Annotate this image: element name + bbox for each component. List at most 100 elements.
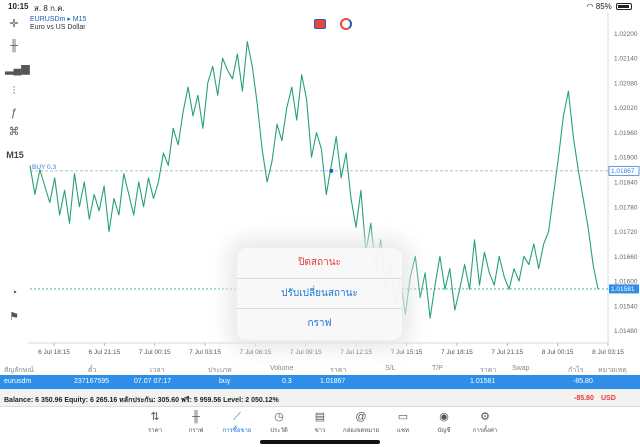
col-type: ประเภท xyxy=(208,367,232,374)
timeframe-button[interactable]: M15 xyxy=(6,150,24,160)
col-price: ราคา xyxy=(330,367,347,374)
y-tick-label: 1.01480 xyxy=(614,328,638,335)
home-indicator xyxy=(260,440,380,444)
tab-account[interactable]: ◉ บัญชี xyxy=(424,409,464,435)
status-bar: 10:15 ส. 8 ก.ค. ◠ 85% xyxy=(0,0,640,13)
tab-label: บัญชี xyxy=(437,428,451,434)
tab-news[interactable]: ▤ ข่าว xyxy=(300,409,340,435)
chart-icon: ╫ xyxy=(192,411,200,423)
trade-icon: ⟋ xyxy=(233,411,241,423)
cell-volume: 0.3 xyxy=(282,378,292,385)
y-tick-label: 1.01660 xyxy=(614,254,638,261)
chart-title: EURUSDm ▸ M15 xyxy=(30,16,87,23)
battery-label: 85% xyxy=(595,2,612,11)
col-sl: S/L xyxy=(385,365,396,372)
mail-icon: @ xyxy=(355,411,367,423)
account-summary: Balance: 6 350.96 Equity: 6 265.16 หลักป… xyxy=(0,389,640,407)
cell-current-price: 1.01581 xyxy=(470,378,496,385)
y-tick-label: 1.01600 xyxy=(614,279,638,286)
function-icon[interactable]: ƒ xyxy=(10,107,18,119)
tab-label: ประวัติ xyxy=(270,428,288,434)
tab-label: ราคา xyxy=(148,428,162,434)
flag-icon[interactable]: ⚑ xyxy=(9,311,19,323)
tab-chart[interactable]: ╫ กราฟ xyxy=(176,409,216,435)
news-icon: ▤ xyxy=(314,411,326,423)
tab-label: การซื้อขาย xyxy=(222,428,252,434)
bid-price-tag xyxy=(609,284,639,294)
candles-icon[interactable]: ╫ xyxy=(10,40,18,52)
tab-history[interactable]: ◷ ประวัติ xyxy=(259,409,299,435)
balance-text: Balance: 6 350.96 Equity: 6 265.16 หลักป… xyxy=(4,397,279,404)
col-time: เวลา xyxy=(150,367,165,374)
chart-symbol: EURUSDm xyxy=(30,16,66,23)
positions-table-header: สัญลักษณ์ ตั๋ว เวลา ประเภท Volume ราคา S… xyxy=(0,362,640,375)
cell-time: 07.07 07:17 xyxy=(134,378,171,385)
total-profit: -85.80 xyxy=(574,395,594,402)
y-tick-label: 1.01840 xyxy=(614,180,638,187)
currency-label: USD xyxy=(601,395,616,402)
modify-position-button[interactable]: ปรับเปลี่ยนสถานะ xyxy=(237,279,402,310)
chat-icon: ▭ xyxy=(397,411,409,423)
settings-sliders-icon[interactable]: ⫶ xyxy=(12,85,16,97)
tab-quotes[interactable]: ⇅ ราคา xyxy=(135,409,175,435)
one-click-trading-icon[interactable] xyxy=(314,19,326,29)
col-swap: Swap xyxy=(512,365,530,372)
x-tick-label: 7 Jul 21:15 xyxy=(491,349,523,356)
y-tick-label: 1.01960 xyxy=(614,130,638,137)
y-tick-label: 1.01900 xyxy=(614,155,638,162)
x-tick-label: 6 Jul 21:15 xyxy=(88,349,120,356)
col-ticket: ตั๋ว xyxy=(88,367,97,374)
battery-icon xyxy=(616,3,632,11)
y-tick-label: 1.01780 xyxy=(614,204,638,211)
chart-toolbar: ✛ ╫ ▂▄▆ ⫶ ƒ ⌘ M15 ◔ ⚑ xyxy=(0,13,30,343)
col-current-price: ราคา xyxy=(480,367,497,374)
x-tick-label: 7 Jul 09:15 xyxy=(290,349,322,356)
wifi-icon: ◠ xyxy=(586,2,594,11)
trade-signal-icon[interactable] xyxy=(340,18,352,30)
entry-point-marker[interactable] xyxy=(329,168,334,173)
tab-mailbox[interactable]: @ กล่องจดหมาย xyxy=(341,409,381,435)
x-tick-label: 7 Jul 03:15 xyxy=(189,349,221,356)
y-tick-label: 1.02020 xyxy=(614,105,638,112)
price-series-line xyxy=(29,41,599,319)
cell-price: 1.01867 xyxy=(320,378,346,385)
y-tick-label: 1.01540 xyxy=(614,303,638,310)
indicators-icon[interactable]: ▂▄▆ xyxy=(5,63,30,75)
x-tick-label: 8 Jul 00:15 xyxy=(542,349,574,356)
x-tick-label: 7 Jul 15:15 xyxy=(391,349,423,356)
col-volume: Volume xyxy=(270,365,294,372)
tab-trade[interactable]: ⟋ การซื้อขาย xyxy=(217,409,257,435)
settings-icon: ⚙ xyxy=(480,411,490,423)
open-chart-button[interactable]: กราฟ xyxy=(307,318,332,330)
cell-profit: -85.80 xyxy=(573,378,593,385)
trade-panel-icon[interactable]: ◔ xyxy=(10,287,18,299)
chart-description: Euro vs US Dollar xyxy=(30,24,86,31)
shapes-icon[interactable]: ⌘ xyxy=(8,126,20,138)
buy-price-label: 1.01867 xyxy=(611,168,635,175)
x-tick-label: 7 Jul 00:15 xyxy=(139,349,171,356)
cell-symbol: eurusdm xyxy=(4,378,32,385)
y-tick-label: 1.01720 xyxy=(614,229,638,236)
bottom-tab-bar: ⇅ ราคา ╫ กราฟ ⟋ การซื้อขาย ◷ ประวัติ ▤ ข่าว @… xyxy=(0,407,640,447)
col-symbol: สัญลักษณ์ xyxy=(4,367,34,374)
buy-price-tag xyxy=(608,165,640,176)
tab-label: กล่องจดหมาย xyxy=(342,428,380,434)
x-tick-label: 7 Jul 06:15 xyxy=(240,349,272,356)
status-time: 10:15 xyxy=(8,2,29,11)
x-tick-label: 8 Jul 03:15 xyxy=(592,349,624,356)
status-date: ส. 8 ก.ค. xyxy=(34,4,65,13)
x-tick-label: 7 Jul 18:15 xyxy=(441,349,473,356)
cell-ticket: 237167595 xyxy=(74,378,110,385)
table-row[interactable]: eurusdm 237167595 07.07 07:17 buy 0.3 1.… xyxy=(0,375,640,389)
tab-chat[interactable]: ▭ แชท xyxy=(383,409,423,435)
cell-type: buy xyxy=(219,378,231,385)
x-tick-label: 7 Jul 12:15 xyxy=(340,349,372,356)
quotes-icon: ⇅ xyxy=(150,411,160,423)
crosshair-icon[interactable]: ✛ xyxy=(9,18,19,30)
close-position-button[interactable]: ปิดสถานะ xyxy=(237,248,402,279)
col-tp: T/P xyxy=(432,365,443,372)
col-profit: กำไร xyxy=(568,367,584,374)
tab-settings[interactable]: ⚙ การตั้งค่า xyxy=(465,409,505,435)
history-icon: ◷ xyxy=(274,411,284,423)
x-tick-label: 6 Jul 18:15 xyxy=(38,349,70,356)
